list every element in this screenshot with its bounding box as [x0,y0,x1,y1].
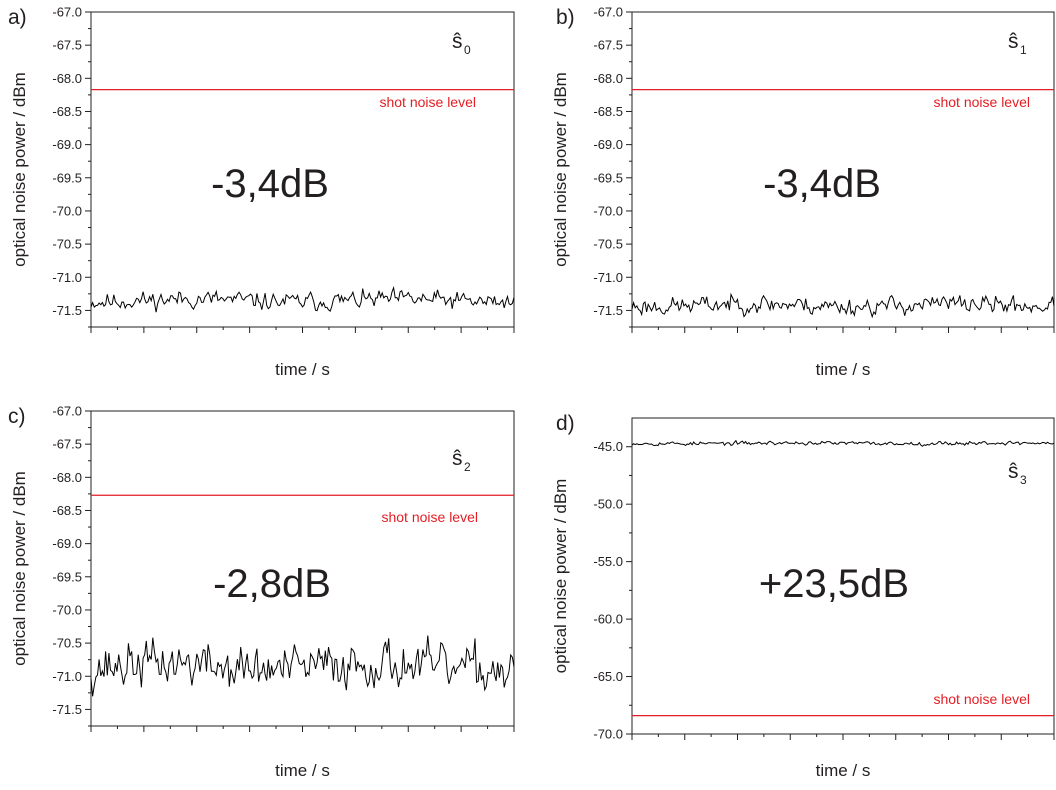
y-tick-label: -69.5 [52,569,82,584]
stokes-operator-subscript: 3 [1020,473,1027,487]
y-tick-label: -68.5 [593,104,623,119]
stokes-operator-label: ŝ [1008,460,1019,483]
shot-noise-label: shot noise level [379,94,476,110]
y-tick-label: -50.0 [593,497,623,512]
y-tick-label: -69.0 [593,137,623,152]
signal-trace [631,439,1055,447]
y-tick-label: -69.5 [52,170,82,185]
squeezing-value-label: -3,4dB [211,162,329,206]
y-tick-label: -69.0 [52,137,82,152]
y-tick-label: -71.0 [52,669,82,684]
shot-noise-label: shot noise level [933,691,1030,707]
y-tick-label: -68.5 [52,503,82,518]
y-tick-label: -70.0 [52,203,82,218]
y-tick-label: -45.0 [593,439,623,454]
signal-trace [90,285,515,313]
panel-label: b) [556,6,575,29]
y-tick-label: -65.0 [593,669,623,684]
y-tick-label: -71.0 [593,270,623,285]
x-axis-label: time / s [816,761,871,780]
y-tick-label: -70.5 [52,636,82,651]
y-tick-label: -71.5 [52,303,82,318]
panel-label: d) [556,412,575,435]
squeezing-value-label: +23,5dB [759,562,909,606]
stokes-operator-label: ŝ [452,30,463,53]
y-tick-label: -68.0 [52,470,82,485]
signal-trace [90,635,515,697]
y-tick-label: -68.0 [593,71,623,86]
squeezing-value-label: -3,4dB [763,162,881,206]
y-tick-label: -69.0 [52,536,82,551]
y-tick-label: -70.5 [52,237,82,252]
y-tick-label: -68.0 [52,71,82,86]
shot-noise-label: shot noise level [933,94,1030,110]
y-tick-label: -71.0 [52,270,82,285]
y-axis-label: optical noise power / dBm [551,479,570,674]
stokes-operator-subscript: 1 [1020,43,1027,57]
y-tick-label: -71.5 [52,702,82,717]
x-axis-label: time / s [816,360,871,379]
y-tick-label: -71.5 [593,303,623,318]
y-tick-label: -67.5 [52,38,82,53]
y-tick-label: -70.5 [593,237,623,252]
panel-label: a) [8,6,27,29]
y-tick-label: -67.5 [593,38,623,53]
x-axis-label: time / s [275,761,330,780]
y-tick-label: -67.5 [52,437,82,452]
y-axis-label: optical noise power / dBm [10,471,29,666]
y-tick-label: -70.0 [52,602,82,617]
y-tick-label: -55.0 [593,554,623,569]
y-tick-label: -67.0 [52,5,82,20]
squeezing-value-label: -2,8dB [213,562,331,606]
stokes-operator-subscript: 2 [464,460,471,474]
y-tick-label: -70.0 [593,727,623,742]
y-tick-label: -69.5 [593,170,623,185]
stokes-operator-label: ŝ [452,447,463,470]
y-tick-label: -67.0 [593,5,623,20]
signal-trace [631,292,1055,319]
shot-noise-label: shot noise level [381,509,478,525]
y-tick-label: -70.0 [593,203,623,218]
panel-label: c) [8,405,26,428]
y-axis-label: optical noise power / dBm [551,72,570,267]
stokes-operator-label: ŝ [1008,30,1019,53]
y-tick-label: -60.0 [593,612,623,627]
stokes-operator-subscript: 0 [464,43,471,57]
y-tick-label: -67.0 [52,404,82,419]
x-axis-label: time / s [275,360,330,379]
y-axis-label: optical noise power / dBm [10,72,29,267]
y-tick-label: -68.5 [52,104,82,119]
